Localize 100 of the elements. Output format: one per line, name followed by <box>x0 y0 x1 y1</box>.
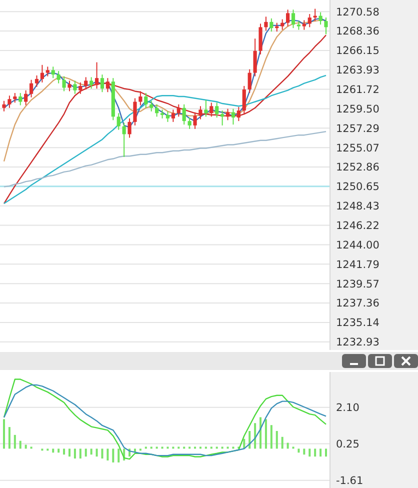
y-tick-label: 2.10 <box>336 402 360 414</box>
candlestick <box>18 92 22 106</box>
candlestick <box>242 85 246 115</box>
bar <box>260 417 262 449</box>
bar <box>52 448 54 453</box>
y-tick-label: 1237.36 <box>336 298 380 310</box>
bar <box>248 430 251 449</box>
y-tick-label: 1261.72 <box>336 84 380 96</box>
y-tick-label: 1232.93 <box>336 336 380 349</box>
bar <box>303 448 306 455</box>
y-tick-label: 0.25 <box>336 438 360 450</box>
bar <box>118 448 120 462</box>
y-tick-label: 1248.43 <box>336 200 380 213</box>
y-tick-label: -1.61 <box>336 475 364 488</box>
bar <box>24 444 27 449</box>
candlestick <box>138 90 142 106</box>
line-series <box>3 130 327 188</box>
candlestick <box>40 64 44 83</box>
bar <box>112 448 114 462</box>
candlestick <box>34 74 39 88</box>
candlestick <box>2 100 6 112</box>
candlestick <box>8 95 12 108</box>
candlestick <box>51 66 55 79</box>
candlestick <box>188 117 192 130</box>
y-tick-label: 1239.57 <box>336 278 380 290</box>
candlestick <box>56 70 60 84</box>
bar <box>325 448 327 457</box>
candlestick <box>270 18 274 32</box>
candlestick <box>62 76 66 92</box>
candlestick <box>291 9 296 29</box>
y-tick-label: 1259.50 <box>336 103 380 116</box>
candlestick <box>231 108 236 126</box>
y-tick-label: 1246.22 <box>336 220 380 232</box>
candlestick <box>176 104 180 118</box>
candlestick <box>318 12 322 26</box>
candlestick <box>78 82 82 94</box>
candlestick <box>68 80 72 92</box>
bar <box>8 427 10 449</box>
bar <box>106 448 109 460</box>
bar <box>254 423 256 449</box>
bar <box>58 448 60 453</box>
bar <box>298 448 300 453</box>
candlestick <box>84 76 88 90</box>
candlestick <box>258 23 262 55</box>
candlestick <box>324 17 328 35</box>
bar <box>270 425 272 449</box>
bar <box>320 448 322 457</box>
candlestick <box>215 102 219 118</box>
bar <box>14 434 16 449</box>
y-tick-label: 1266.15 <box>336 45 380 58</box>
candlestick <box>133 98 137 126</box>
candlestick <box>220 110 224 126</box>
candlestick <box>122 122 126 158</box>
line-series <box>3 34 327 204</box>
candlestick <box>253 38 257 77</box>
y-tick-label: 1244.00 <box>336 239 380 252</box>
candlestick <box>264 16 268 32</box>
candlestick <box>193 112 197 130</box>
bar <box>74 448 76 459</box>
candlestick <box>106 78 110 93</box>
candlestick <box>100 74 104 93</box>
bar <box>314 448 316 457</box>
candlestick <box>204 100 208 118</box>
bar <box>286 442 289 449</box>
bar <box>3 419 5 449</box>
bar <box>264 419 267 449</box>
line-series <box>3 74 327 204</box>
y-tick-label: 1250.65 <box>336 181 380 194</box>
candlestick <box>46 66 50 77</box>
y-tick-label: 1255.07 <box>336 142 380 154</box>
candlestick <box>150 100 154 112</box>
candlestick <box>73 80 77 94</box>
candlestick <box>144 92 148 108</box>
bar <box>308 448 311 457</box>
bar <box>281 436 284 449</box>
bar <box>63 448 66 455</box>
candlestick <box>24 90 28 106</box>
candlestick <box>286 9 290 27</box>
bar <box>79 448 82 459</box>
candlestick <box>308 14 312 28</box>
candlestick <box>198 106 202 120</box>
y-tick-label: 1235.14 <box>336 317 380 330</box>
candlestick <box>236 106 240 122</box>
y-tick-label: 1268.36 <box>336 26 380 38</box>
bar <box>96 448 98 457</box>
bar <box>101 448 104 459</box>
y-tick-label: 1252.86 <box>336 162 380 174</box>
candlestick <box>248 68 252 94</box>
candlestick <box>171 109 175 122</box>
y-tick-label: 1241.79 <box>336 258 380 271</box>
candlestick <box>155 104 159 118</box>
candlestick <box>13 92 17 104</box>
y-tick-label: 1270.58 <box>336 6 380 18</box>
candlestick <box>302 20 306 30</box>
candlestick <box>94 62 99 90</box>
bar <box>68 448 70 457</box>
y-tick-label: 1257.29 <box>336 122 380 135</box>
candlestick <box>182 104 186 126</box>
candlestick <box>90 76 94 90</box>
candlestick <box>29 79 34 98</box>
